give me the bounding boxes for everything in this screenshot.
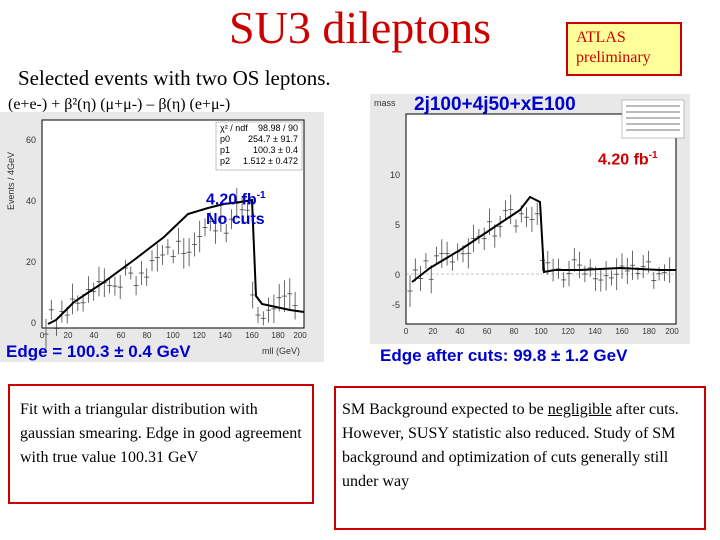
left-fit-curve [47,198,305,325]
left-x-tick: 0 [40,331,45,340]
left-stats-value: 1.512 ± 0.472 [243,156,298,166]
right-x-tick: 40 [456,327,465,336]
left-x-axis-label: mll (GeV) [262,346,300,356]
background-note-underlined: negligible [547,401,612,418]
left-stats-label: p1 [220,145,230,155]
left-y-tick: 60 [26,135,36,145]
fit-description-text: Fit with a triangular distribution with … [20,401,302,466]
background-note-text-2: after cuts. However, SUSY statistic also… [342,401,679,490]
slide-title: SU3 dileptons [229,2,491,53]
background-note-text-1: SM Background expected to be [342,401,548,418]
right-y-ticks: 10 5 0 -5 [390,170,400,310]
background-note-box: SM Background expected to be negligible … [334,386,706,530]
left-y-tick: 40 [26,196,36,206]
left-stats-value: 254.7 ± 91.7 [248,134,298,144]
left-y-ticks: 60 40 20 0 [26,135,36,328]
left-hist-points [43,187,298,350]
left-lumi-exponent: -1 [256,190,266,201]
left-edge-result: Edge = 100.3 ± 0.4 GeV [6,342,191,361]
left-y-axis-label: Events / 4GeV [6,152,16,210]
left-lumi-value: 4.20 fb [206,191,257,209]
left-histogram-plot: Events / 4GeV 60 40 20 0 0 20 40 60 80 1… [0,112,324,362]
right-y-tick: 10 [390,170,400,180]
left-x-tick: 120 [192,331,206,340]
fit-description-box: Fit with a triangular distribution with … [8,384,314,504]
left-x-tick: 40 [90,331,99,340]
left-no-cuts-label: No cuts [206,211,265,229]
right-x-tick: 180 [642,327,656,336]
left-stats-value: 98.98 / 90 [258,123,298,133]
left-x-tick: 20 [64,331,73,340]
preliminary-label: preliminary [576,49,651,66]
left-x-ticks: 0 20 40 60 80 100 120 140 160 180 200 [40,331,307,340]
right-x-tick: 160 [615,327,629,336]
right-x-tick: 140 [588,327,602,336]
right-x-tick: 0 [404,327,409,336]
right-x-tick: 20 [429,327,438,336]
right-stats-box [621,99,685,139]
right-x-tick: 100 [534,327,548,336]
right-x-tick: 200 [665,327,679,336]
atlas-preliminary-box: ATLAS preliminary [566,22,682,76]
right-y-tick: 5 [395,220,400,230]
left-stats-label: p0 [220,134,230,144]
right-lumi-value: 4.20 fb [598,151,649,169]
left-x-tick: 60 [117,331,126,340]
left-x-tick: 80 [143,331,152,340]
left-lumi-label: 4.20 fb-1 No cuts [206,186,266,230]
right-lumi-label: 4.20 fb-1 [598,150,658,169]
left-x-tick: 160 [245,331,259,340]
left-y-tick: 20 [26,257,36,267]
formula: (e+e-) + β²(η) (μ+μ-) – β(η) (e+μ-) [8,96,231,113]
right-x-ticks: 0 20 40 60 80 100 120 140 160 180 200 [404,327,679,336]
right-lumi-exponent: -1 [648,150,658,161]
right-x-tick: 80 [510,327,519,336]
right-x-tick: 60 [483,327,492,336]
left-stats-box: χ² / ndf 98.98 / 90 p0 254.7 ± 91.7 p1 1… [215,121,303,171]
left-x-tick: 140 [218,331,232,340]
left-x-tick: 100 [166,331,180,340]
right-plot-svg: mass 10 5 0 -5 0 20 40 60 80 100 120 140… [374,98,685,336]
right-histogram-plot: mass 10 5 0 -5 0 20 40 60 80 100 120 140… [370,94,690,344]
left-x-tick: 180 [271,331,285,340]
left-stats-label: p2 [220,156,230,166]
left-stats-value: 100.3 ± 0.4 [253,145,298,155]
right-y-tick: 0 [395,270,400,280]
right-y-tick: -5 [392,300,400,310]
atlas-label: ATLAS [576,29,626,46]
right-plot-title: 2j100+4j50+xE100 [414,94,576,115]
left-stats-label: χ² / ndf [220,123,248,133]
left-stats-frame [215,121,303,171]
right-edge-result: Edge after cuts: 99.8 ± 1.2 GeV [380,346,628,365]
subtitle: Selected events with two OS leptons. [18,66,331,90]
right-hist-name: mass [374,98,396,108]
left-x-tick: 200 [293,331,307,340]
right-fit-curve [411,195,676,283]
right-x-tick: 120 [561,327,575,336]
left-y-tick: 0 [31,318,36,328]
left-plot-svg: Events / 4GeV 60 40 20 0 0 20 40 60 80 1… [6,119,307,356]
